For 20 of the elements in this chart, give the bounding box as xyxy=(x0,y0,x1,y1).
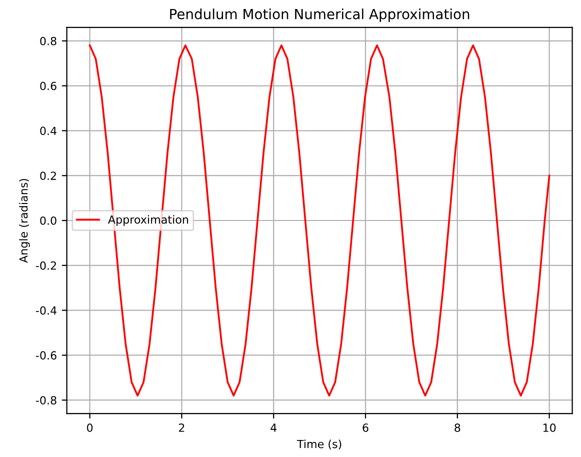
x-tick-label: 6 xyxy=(362,424,368,432)
x-tick-label: 8 xyxy=(454,424,460,432)
y-tick-label: 0.0 xyxy=(40,216,56,225)
x-tick-label: 4 xyxy=(270,424,277,432)
y-tick-label: 0.6 xyxy=(40,82,56,90)
y-tick-label: 0.2 xyxy=(40,172,56,180)
y-tick-label: -0.4 xyxy=(36,306,56,315)
line-series xyxy=(88,44,550,397)
legend-label: Approximation xyxy=(108,215,188,226)
x-tick-label: 2 xyxy=(178,424,184,432)
x-tick-label: 10 xyxy=(543,424,556,432)
chart-title: Pendulum Motion Numerical Approximation xyxy=(170,8,470,22)
y-tick-label: 0.4 xyxy=(40,126,56,136)
y-tick-label: -0.8 xyxy=(36,396,56,404)
x-axis-title: Time (s) xyxy=(296,440,342,450)
x-tick-label: 0 xyxy=(86,424,93,432)
y-tick-label: 0.8 xyxy=(40,36,56,46)
y-axis-title: Angle (radians) xyxy=(19,178,30,263)
y-tick-label: -0.2 xyxy=(36,261,56,270)
y-tick-label: -0.6 xyxy=(36,351,56,360)
